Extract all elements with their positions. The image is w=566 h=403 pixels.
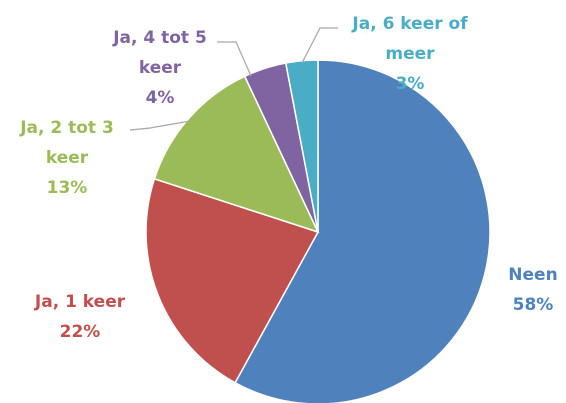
slice-label: Ja, 4 tot 5 keer: [112, 28, 207, 78]
pie-slice: [234, 59, 491, 403]
leader-line: [129, 120, 191, 131]
leader-line: [217, 41, 252, 77]
pie-slice: [284, 59, 319, 233]
slice-value-label: 13%: [47, 178, 88, 198]
slice-value-label: 4%: [146, 88, 175, 108]
slice-value-label: 58%: [513, 295, 554, 315]
slice-label: Neen: [508, 265, 557, 285]
slice-label: Ja, 2 tot 3 keer: [19, 118, 114, 168]
pie-slice: [145, 177, 320, 384]
leader-line: [301, 27, 338, 64]
slice-value-label: 22%: [60, 322, 101, 342]
slice-value-label: 3%: [396, 74, 425, 94]
pie-slice: [153, 75, 320, 234]
slice-label: Ja, 6 keer of meer: [351, 14, 468, 64]
pie: [145, 59, 491, 403]
slice-label: Ja, 1 keer: [34, 292, 126, 312]
